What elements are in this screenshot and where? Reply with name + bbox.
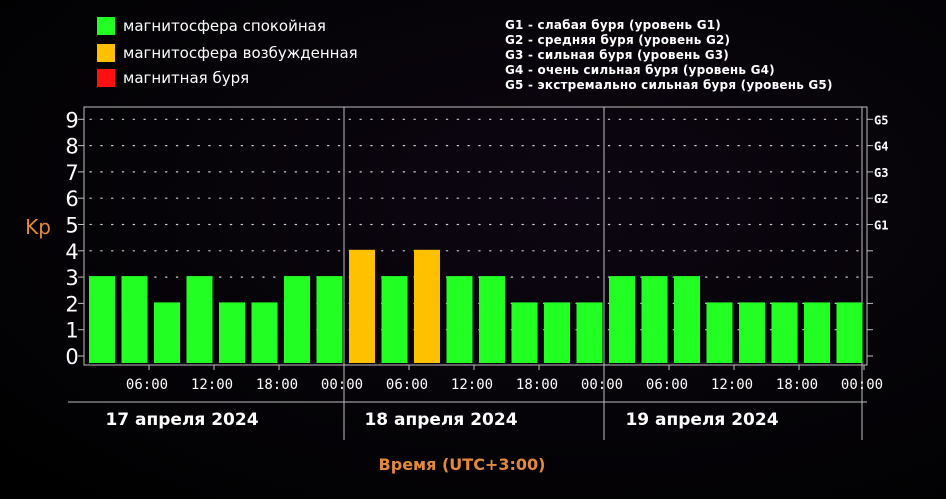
x-tick-label: 12:00 (191, 377, 233, 393)
y-axis-label: Kp (25, 215, 51, 239)
y-tick-label: 4 (65, 240, 78, 264)
kp-bar (89, 276, 115, 363)
storm-tick-labels: G1 G2 G3 G4 G5 (874, 113, 888, 232)
plot-frame (83, 106, 868, 366)
storm-tick-label: G1 (874, 219, 888, 233)
storm-level-g4: G4 - очень сильная буря (уровень G4) (505, 63, 775, 77)
day-labels: 17 апреля 2024 18 апреля 2024 19 апреля 20… (105, 410, 778, 430)
kp-bar (349, 249, 375, 363)
kp-bar (479, 276, 505, 363)
x-tick-label: 00:00 (321, 377, 363, 393)
x-tick-labels: 06:00 12:00 18:00 00:00 06:00 12:00 18:00 00:00… (126, 377, 883, 393)
legend-label-storm: магнитная буря (123, 69, 250, 87)
kp-bar (414, 249, 440, 363)
storm-tick-label: G4 (874, 140, 888, 154)
bars (89, 249, 863, 363)
day-label: 18 апреля 2024 (364, 410, 517, 430)
kp-bar (706, 302, 733, 363)
y-tick-label: 2 (65, 292, 78, 316)
x-tick-label: 12:00 (451, 377, 493, 393)
x-tick-label: 00:00 (581, 377, 623, 393)
x-tick-label: 18:00 (256, 377, 298, 393)
legend-label-active: магнитосфера возбужденная (123, 44, 358, 62)
kp-bar (446, 276, 473, 363)
kp-bar (609, 276, 635, 363)
kp-bar (186, 276, 213, 363)
y-tick-label: 7 (65, 161, 78, 185)
x-tick-label: 12:00 (711, 377, 753, 393)
y-tick-label: 0 (65, 345, 78, 369)
storm-level-g2: G2 - средняя буря (уровень G2) (505, 33, 731, 47)
storm-level-g1: G1 - слабая буря (уровень G1) (505, 18, 721, 32)
x-axis-label: Время (UTC+3:00) (379, 455, 546, 474)
kp-bar (219, 302, 245, 363)
kp-bar (511, 302, 538, 363)
y-tick-label: 9 (65, 108, 78, 132)
legend-item-active: магнитосфера возбужденная (97, 44, 397, 62)
y-tick-label: 5 (65, 214, 78, 238)
kp-bar (121, 276, 148, 363)
storm-level-g5: G5 - экстремально сильная буря (уровень … (505, 78, 833, 92)
kp-bar (771, 302, 798, 363)
axes (68, 106, 873, 440)
kp-bar (316, 276, 343, 363)
day-label: 17 апреля 2024 (105, 410, 258, 430)
kp-bar (576, 302, 603, 363)
x-tick-label: 00:00 (841, 377, 883, 393)
y-tick-label: 6 (65, 187, 78, 211)
y-tick-label: 1 (65, 319, 78, 343)
kp-bar (739, 302, 765, 363)
storm-tick-label: G5 (874, 113, 888, 127)
storm-tick-label: G2 (874, 192, 888, 206)
x-tick-label: 06:00 (386, 377, 428, 393)
y-tick-label: 8 (65, 135, 78, 159)
legend-swatch-quiet (97, 17, 115, 35)
kp-bar (284, 276, 310, 363)
kp-bar (836, 302, 863, 363)
legend-label-quiet: магнитосфера спокойная (123, 17, 326, 35)
legend-swatch-active (97, 44, 115, 62)
kp-bar (804, 302, 830, 363)
day-label: 19 апреля 2024 (625, 410, 778, 430)
kp-bar (154, 302, 180, 363)
kp-bar (544, 302, 570, 363)
legend-item-quiet: магнитосфера спокойная (97, 17, 397, 35)
kp-bar (251, 302, 278, 363)
x-tick-label: 18:00 (776, 377, 818, 393)
kp-bar (641, 276, 668, 363)
storm-level-legend: G1 - слабая буря (уровень G1) G2 - средн… (505, 18, 833, 93)
legend-swatch-storm (97, 69, 115, 87)
storm-tick-label: G3 (874, 166, 888, 180)
legend-item-storm: магнитная буря (97, 69, 397, 87)
kp-bar (381, 276, 408, 363)
storm-level-g3: G3 - сильная буря (уровень G3) (505, 48, 729, 62)
x-tick-label: 18:00 (516, 377, 558, 393)
x-tick-label: 06:00 (126, 377, 168, 393)
y-tick-label: 3 (65, 266, 78, 290)
kp-bar (674, 276, 700, 363)
x-tick-label: 06:00 (646, 377, 688, 393)
